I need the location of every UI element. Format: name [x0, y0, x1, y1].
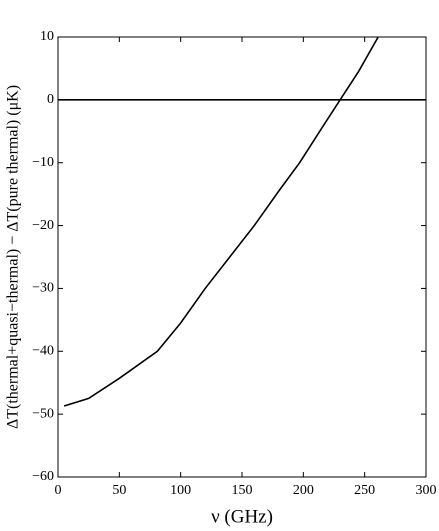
x-tick-label: 100 [170, 483, 191, 498]
y-tick-label: 10 [40, 29, 54, 44]
y-axis-label: ΔT(thermal+quasi−thermal) − ΔT(pure ther… [5, 85, 22, 429]
x-tick-label: 0 [55, 483, 62, 498]
data-line [63, 36, 379, 407]
y-tick-label: 0 [47, 92, 54, 107]
y-tick-label: −30 [32, 281, 54, 296]
x-tick-label: 200 [293, 483, 314, 498]
x-tick-label: 300 [416, 483, 437, 498]
y-tick-label: −40 [32, 344, 54, 359]
x-tick-label: 250 [354, 483, 375, 498]
x-tick-label: 150 [232, 483, 253, 498]
y-tick-label: −60 [32, 469, 54, 484]
y-tick-label: −10 [32, 155, 54, 170]
x-axis-label: ν (GHz) [211, 506, 273, 527]
plot-frame [57, 36, 427, 478]
x-tick-label: 50 [112, 483, 126, 498]
y-tick-label: −50 [32, 406, 54, 421]
y-tick-label: −20 [32, 218, 54, 233]
